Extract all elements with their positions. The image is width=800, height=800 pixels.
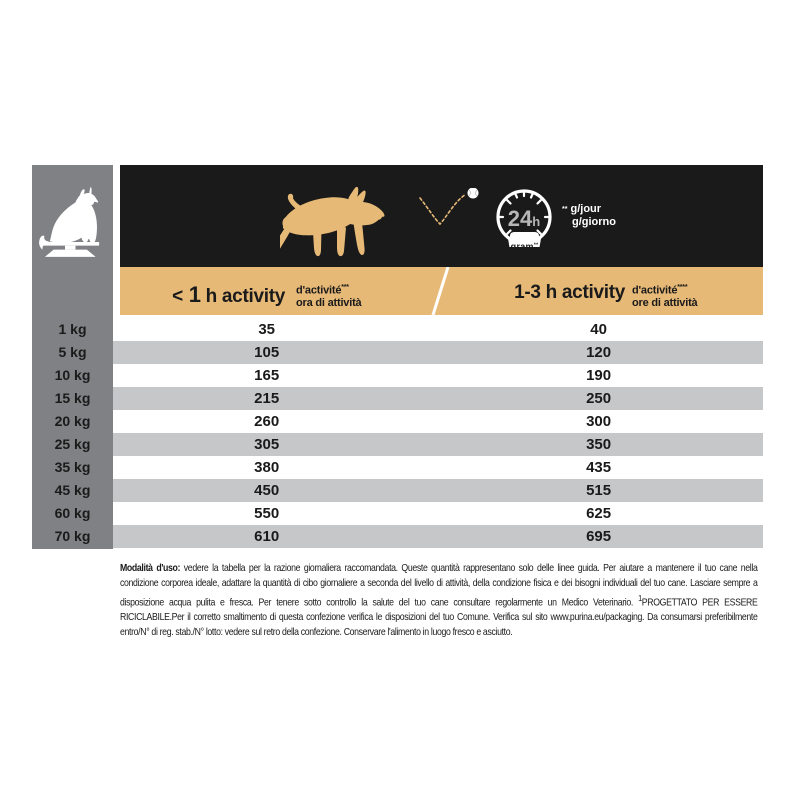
svg-text:gram**: gram** — [511, 242, 539, 248]
svg-text:24h: 24h — [508, 206, 540, 231]
